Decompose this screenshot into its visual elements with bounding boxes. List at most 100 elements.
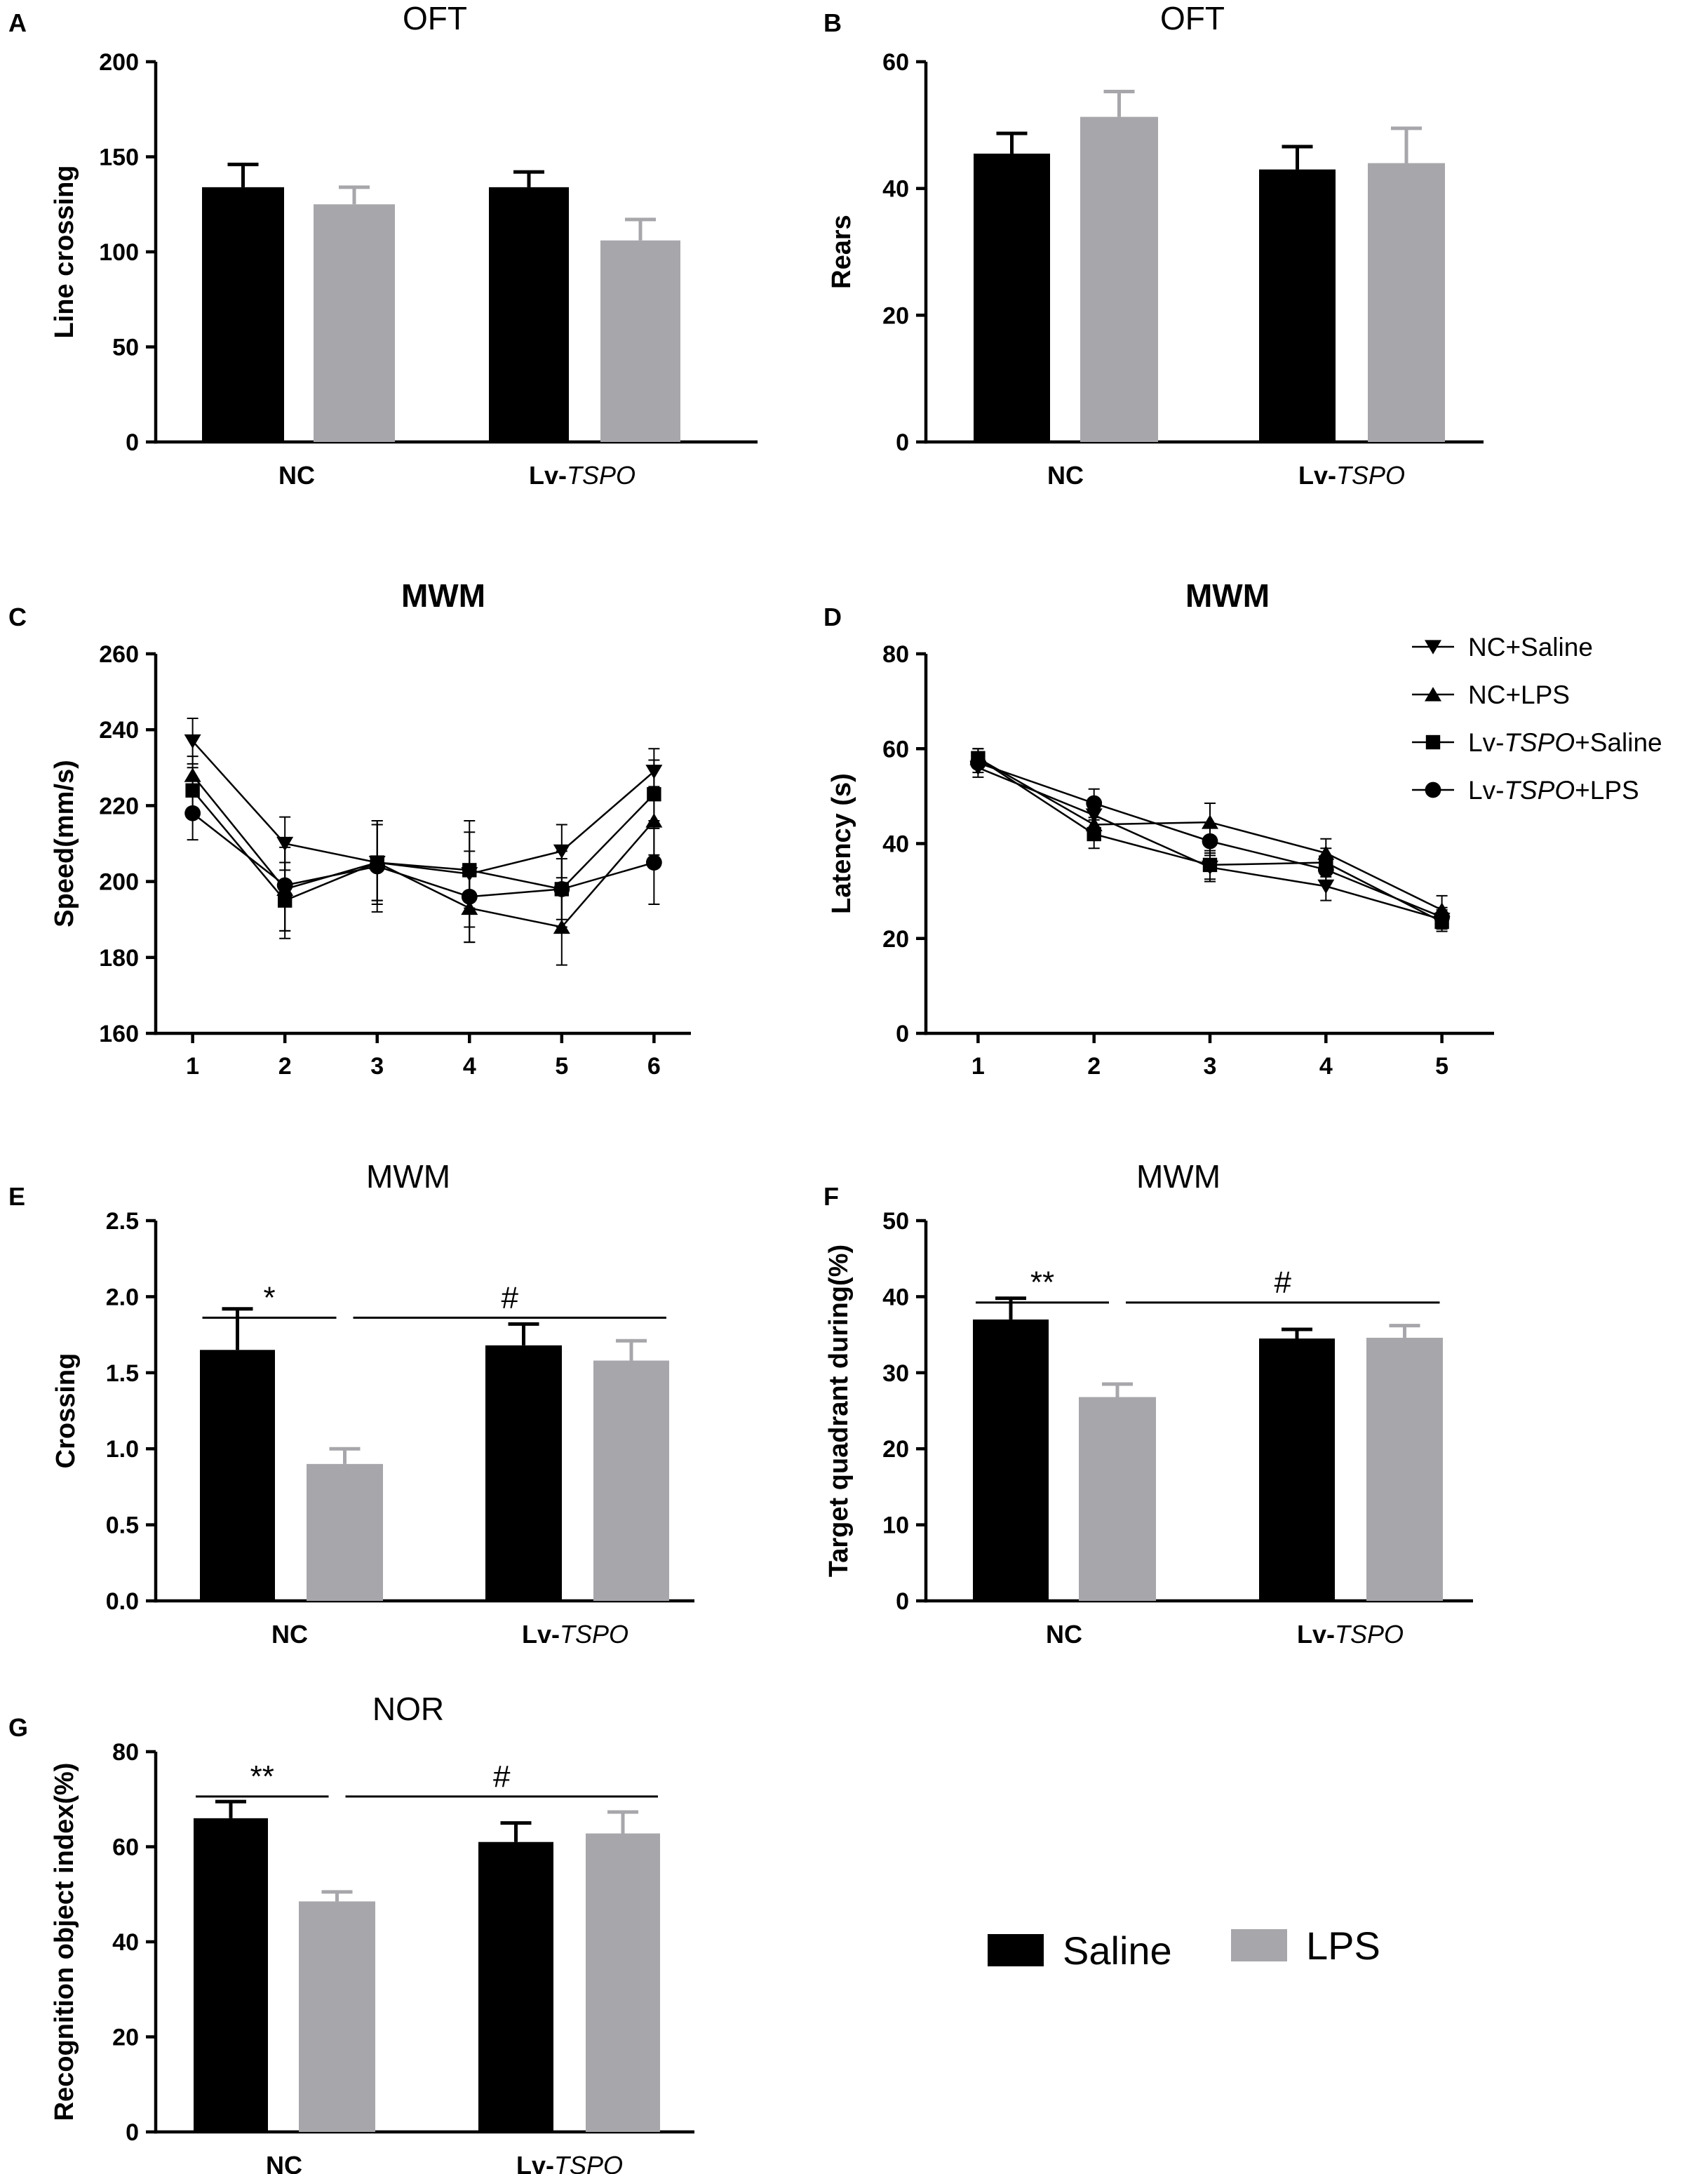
y-tick-label: 50 — [882, 1208, 909, 1235]
panel-title: MWM — [401, 577, 485, 614]
legend-label-part: NC+LPS — [1468, 680, 1570, 709]
panel-letter: A — [8, 8, 27, 37]
x-group-italic: TSPO — [560, 1620, 628, 1649]
panel-title: OFT — [1160, 0, 1225, 36]
x-group-label: NC — [266, 2151, 302, 2174]
panel-g-bar-chart: NOR G 0 20 40 60 80 Recognition object index(%)… — [8, 1691, 694, 2174]
x-group-italic: TSPO — [567, 461, 636, 490]
y-tick-label: 40 — [112, 1929, 139, 1956]
bar-saline — [974, 153, 1050, 442]
y-tick-label: 0 — [126, 2119, 139, 2146]
bar-legend: Saline LPS — [988, 1924, 1380, 1973]
bar-saline — [1259, 169, 1336, 443]
significance-marker: # — [502, 1280, 519, 1315]
y-axis-label: Recognition object index(%) — [50, 1763, 79, 2121]
x-group-label: Lv-TSPO — [522, 1620, 628, 1649]
bar-saline — [194, 1818, 268, 2132]
y-tick-label: 1.5 — [106, 1360, 139, 1387]
marker-triangle-down — [1317, 879, 1335, 894]
y-tick-label: 1.0 — [106, 1436, 139, 1463]
bar-saline — [1259, 1338, 1335, 1601]
y-tick-label: 40 — [882, 176, 909, 203]
panel-title: MWM — [366, 1158, 450, 1195]
y-axis-label: Speed(mm/s) — [50, 760, 79, 927]
y-tick-label: 50 — [112, 335, 139, 361]
marker-circle — [276, 877, 293, 894]
y-axis-label: Rears — [827, 215, 856, 289]
significance-marker: ** — [250, 1759, 274, 1794]
x-tick-label: 3 — [370, 1053, 384, 1080]
panel-letter: C — [8, 603, 27, 631]
bar-lps — [307, 1463, 383, 1601]
marker-circle — [461, 888, 478, 905]
marker-triangle-down — [184, 734, 201, 749]
y-axis-label: Crossing — [51, 1353, 81, 1469]
y-tick-label: 20 — [882, 926, 909, 953]
legend-label-part: NC+Saline — [1468, 633, 1593, 662]
legend-label-part: +LPS — [1575, 776, 1639, 805]
y-tick-label: 0.0 — [106, 1588, 139, 1615]
x-tick-label: 1 — [971, 1053, 985, 1080]
marker-circle — [553, 881, 570, 897]
x-group-prefix: NC — [1046, 1620, 1082, 1649]
bar-lps — [1366, 1337, 1443, 1601]
legend-swatch-saline — [988, 1934, 1044, 1966]
y-tick-label: 200 — [99, 869, 139, 896]
x-group-prefix: Lv- — [529, 461, 567, 490]
bar-lps — [1079, 1397, 1156, 1601]
y-tick-label: 200 — [99, 49, 139, 76]
y-tick-label: 80 — [882, 641, 909, 668]
y-tick-label: 2.5 — [106, 1208, 139, 1235]
marker-square — [647, 786, 661, 802]
marker-circle — [369, 858, 386, 875]
y-tick-label: 0 — [896, 1021, 909, 1047]
x-group-prefix: NC — [266, 2151, 302, 2174]
x-tick-label: 2 — [1087, 1053, 1101, 1080]
y-tick-label: 60 — [882, 49, 909, 76]
marker-triangle-up — [1202, 814, 1218, 829]
marker-circle — [645, 854, 662, 871]
panel-letter: B — [823, 8, 842, 37]
series-line — [191, 740, 655, 875]
bar-saline — [973, 1319, 1049, 1601]
x-tick-label: 1 — [186, 1053, 199, 1080]
bar-saline — [478, 1841, 553, 2132]
y-tick-label: 20 — [112, 2025, 139, 2051]
y-tick-label: 240 — [99, 717, 139, 744]
panel-f-bar-chart: MWM F 0 10 20 30 40 50 Target quadrant during(%)… — [823, 1158, 1473, 1649]
x-group-italic: TSPO — [1336, 461, 1405, 490]
legend-line-label: Lv-TSPO+Saline — [1468, 728, 1662, 757]
panel-title: MWM — [1185, 577, 1270, 614]
significance-marker: # — [493, 1759, 511, 1794]
bar-lps — [1080, 116, 1158, 442]
panel-title: MWM — [1136, 1158, 1221, 1195]
x-group-prefix: Lv- — [1298, 461, 1336, 490]
bar-saline — [200, 1350, 275, 1601]
legend-label-part: TSPO — [1504, 728, 1575, 757]
x-group-label: NC — [271, 1620, 308, 1649]
y-tick-label: 0.5 — [106, 1512, 139, 1539]
legend-line-label: NC+LPS — [1468, 680, 1570, 709]
bar-lps — [586, 1833, 660, 2132]
series-line — [191, 812, 654, 898]
x-group-label: Lv-TSPO — [1297, 1620, 1404, 1649]
y-tick-label: 80 — [112, 1739, 139, 1766]
y-tick-label: 0 — [896, 1588, 909, 1615]
bar-saline — [485, 1345, 562, 1601]
x-tick-label: 4 — [463, 1053, 476, 1080]
marker-triangle-up — [1425, 687, 1441, 702]
y-tick-label: 180 — [99, 945, 139, 972]
panel-letter: D — [823, 603, 842, 631]
y-tick-label: 150 — [99, 145, 139, 171]
marker-circle — [1086, 795, 1103, 812]
x-group-label: NC — [1047, 461, 1084, 490]
marker-triangle-down — [1425, 640, 1441, 655]
bar-lps — [314, 204, 395, 442]
bar-saline — [489, 187, 569, 442]
panel-letter: F — [823, 1182, 839, 1211]
y-tick-label: 100 — [99, 239, 139, 266]
x-group-prefix: Lv- — [516, 2151, 554, 2174]
legend-label-lps: LPS — [1306, 1924, 1380, 1968]
